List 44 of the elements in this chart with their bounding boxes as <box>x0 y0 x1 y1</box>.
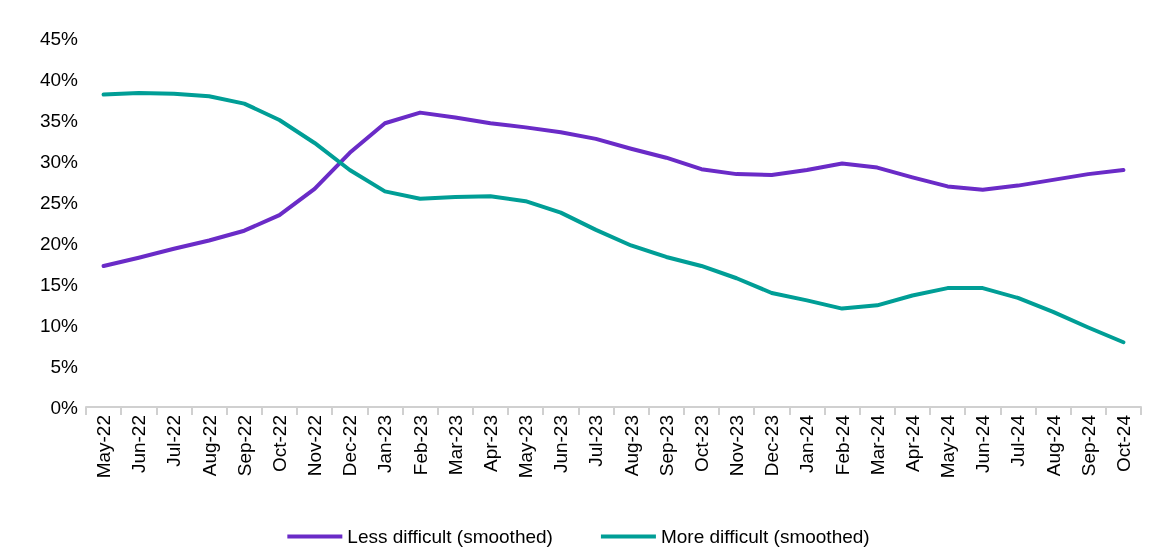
line-series <box>101 90 1126 345</box>
x-tick-label: Apr-24 <box>901 414 923 473</box>
x-tick-label: Feb-23 <box>409 415 431 476</box>
y-tick-label: 25% <box>39 191 79 213</box>
x-tick-label: Sep-23 <box>655 415 677 477</box>
x-tick-label: Jan-23 <box>374 415 396 474</box>
y-tick-label: 10% <box>39 314 79 336</box>
x-tick-label: Oct-22 <box>268 415 290 473</box>
x-tick-label: Dec-22 <box>339 415 361 477</box>
x-tick-label: Feb-24 <box>831 414 853 476</box>
y-tick-label: 5% <box>50 355 79 377</box>
y-tick-label: 30% <box>39 150 79 172</box>
x-tick-label: Nov-22 <box>304 415 326 477</box>
legend-label: More difficult (smoothed) <box>660 526 870 547</box>
x-tick-label: Jun-22 <box>128 415 150 474</box>
x-tick-label: Dec-23 <box>761 415 783 477</box>
x-tick-label: Oct-23 <box>690 415 712 473</box>
y-tick-label: 40% <box>39 68 79 90</box>
line-series <box>101 110 1126 268</box>
x-tick-label: Jan-24 <box>796 414 818 474</box>
x-tick-label: Sep-24 <box>1077 414 1099 477</box>
x-tick-label: Jul-23 <box>585 415 607 467</box>
legend-label: Less difficult (smoothed) <box>347 526 553 547</box>
y-tick-label: 20% <box>39 232 79 254</box>
x-tick-label: Sep-22 <box>233 415 255 477</box>
y-tick-label: 45% <box>39 27 79 49</box>
x-tick-label: Aug-23 <box>620 415 642 477</box>
x-tick-label: Aug-24 <box>1042 414 1064 477</box>
x-tick-label: Mar-23 <box>444 415 466 476</box>
y-tick-label: 35% <box>39 109 79 131</box>
y-tick-label: 15% <box>39 273 79 295</box>
x-tick-label: Aug-22 <box>198 415 220 477</box>
x-tick-label: May-23 <box>515 415 537 479</box>
x-tick-label: Nov-23 <box>726 415 748 477</box>
x-tick-label: Mar-24 <box>866 414 888 476</box>
x-tick-label: Jul-22 <box>163 415 185 467</box>
x-tick-label: Apr-23 <box>479 415 501 473</box>
x-tick-label: Jul-24 <box>1007 414 1029 467</box>
x-tick-label: Jun-24 <box>972 414 994 474</box>
x-tick-label: May-24 <box>937 414 959 479</box>
x-tick-label: May-22 <box>93 415 115 479</box>
y-tick-label: 0% <box>50 396 79 418</box>
x-tick-label: Oct-24 <box>1112 414 1134 473</box>
x-tick-label: Jun-23 <box>550 415 572 474</box>
